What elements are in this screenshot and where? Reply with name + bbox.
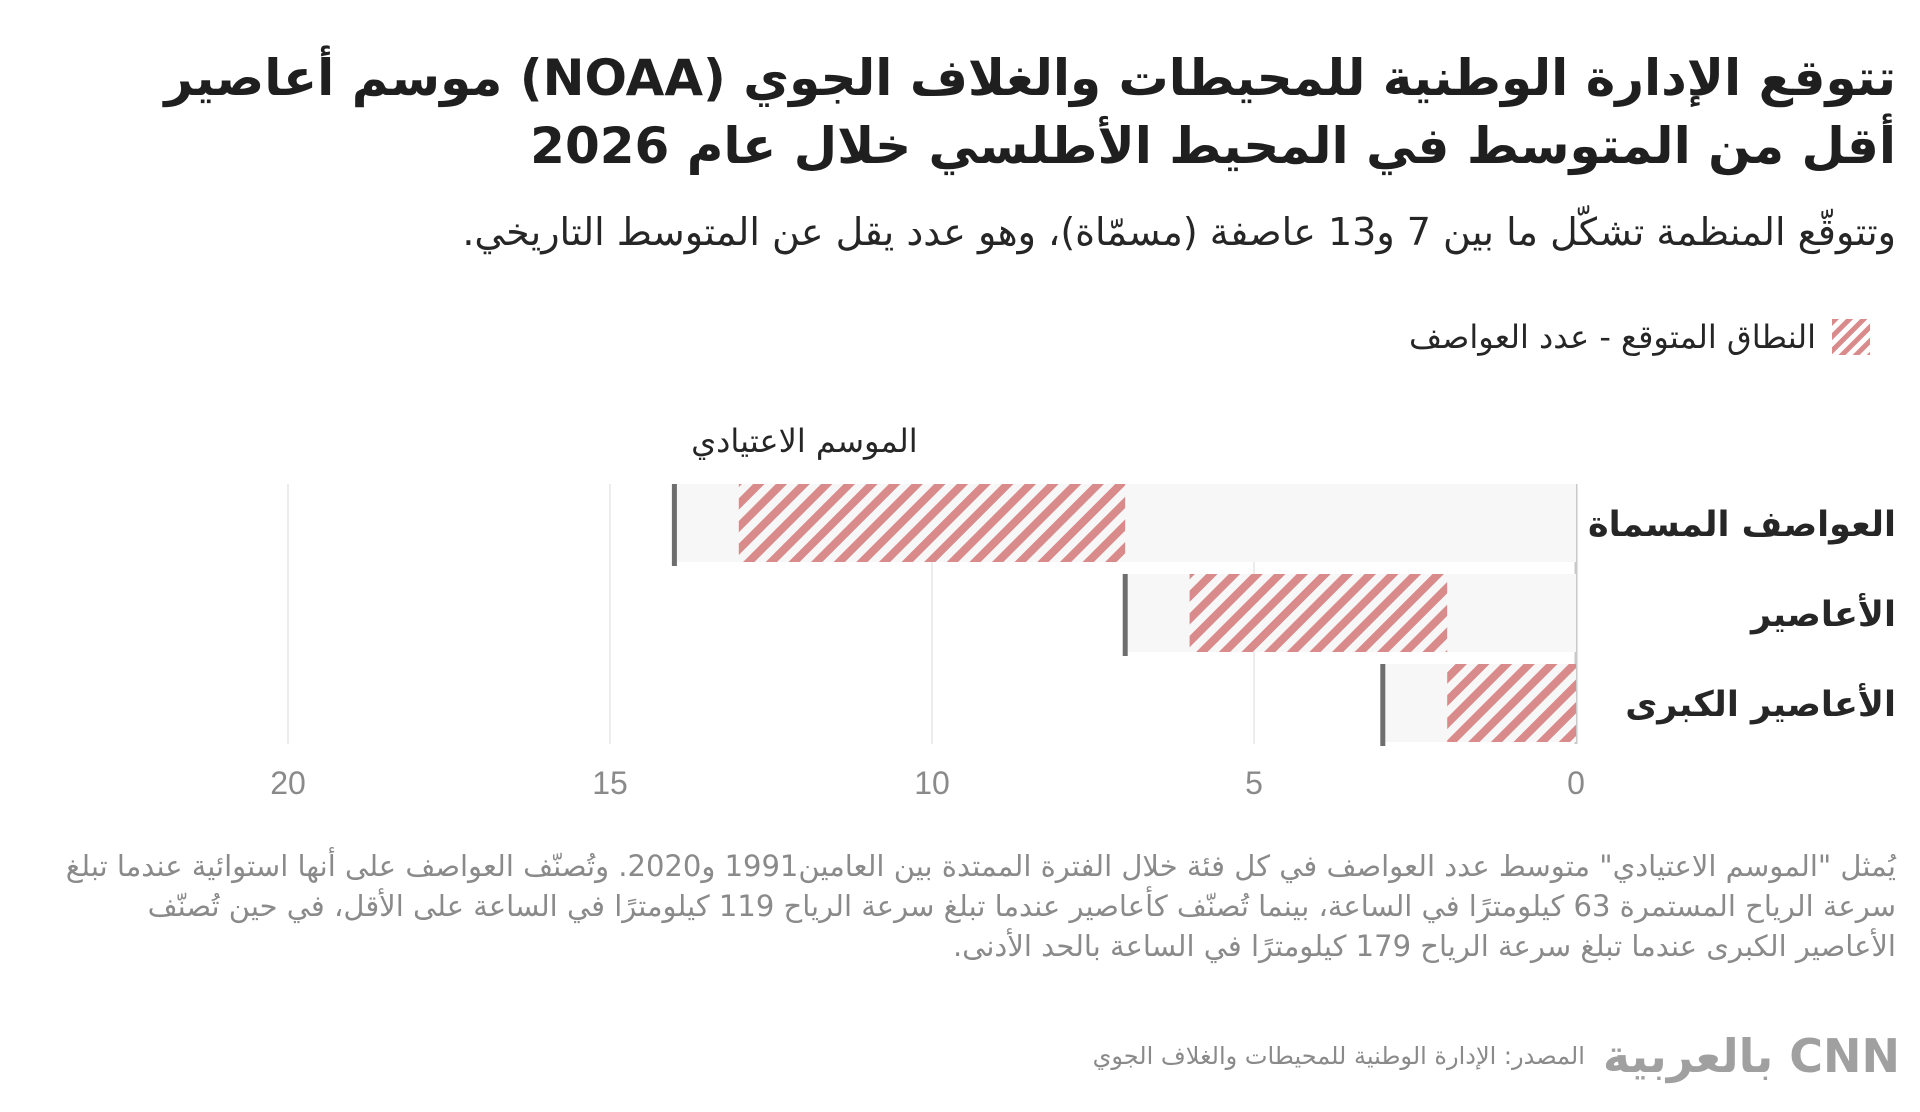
legend-swatch: [1832, 319, 1870, 355]
chart-subtitle: وتتوقّع المنظمة تشكّل ما بين 7 و13 عاصفة…: [462, 210, 1896, 254]
range-bar: [1189, 574, 1448, 652]
x-tick-label: 10: [914, 765, 950, 801]
legend-label: النطاق المتوقع - عدد العواصف: [1409, 318, 1816, 356]
x-tick-label: 20: [270, 765, 306, 801]
chart-note: يُمثل "الموسم الاعتيادي" متوسط عدد العوا…: [65, 849, 1896, 963]
footer: CNN بالعربية المصدر: الإدارة الوطنية للم…: [1093, 1026, 1900, 1086]
category-label: الأعاصير الكبرى: [1625, 682, 1896, 725]
chart-area: 0 5 10 15 20 العواصف المسماة الأعاصير الأعاصير …: [0, 400, 1920, 820]
legend: النطاق المتوقع - عدد العواصف: [1409, 318, 1870, 356]
chart-title: تتوقع الإدارة الوطنية للمحيطات والغلاف ا…: [164, 49, 1896, 175]
source-text: المصدر: الإدارة الوطنية للمحيطات والغلاف…: [1092, 1042, 1585, 1070]
x-tick-label: 0: [1567, 765, 1585, 801]
cnn-arabic-logo: CNN بالعربية: [1602, 1029, 1900, 1083]
category-label: العواصف المسماة: [1588, 505, 1896, 545]
category-label: الأعاصير: [1749, 592, 1896, 635]
x-tick-label: 15: [592, 765, 628, 801]
average-annotation: الموسم الاعتيادي: [691, 422, 918, 460]
range-chart: 0 5 10 15 20 العواصف المسماة الأعاصير الأعاصير …: [270, 422, 1896, 801]
x-tick-label: 5: [1245, 765, 1263, 801]
range-bar: [1447, 664, 1576, 742]
range-bar: [738, 484, 1126, 562]
